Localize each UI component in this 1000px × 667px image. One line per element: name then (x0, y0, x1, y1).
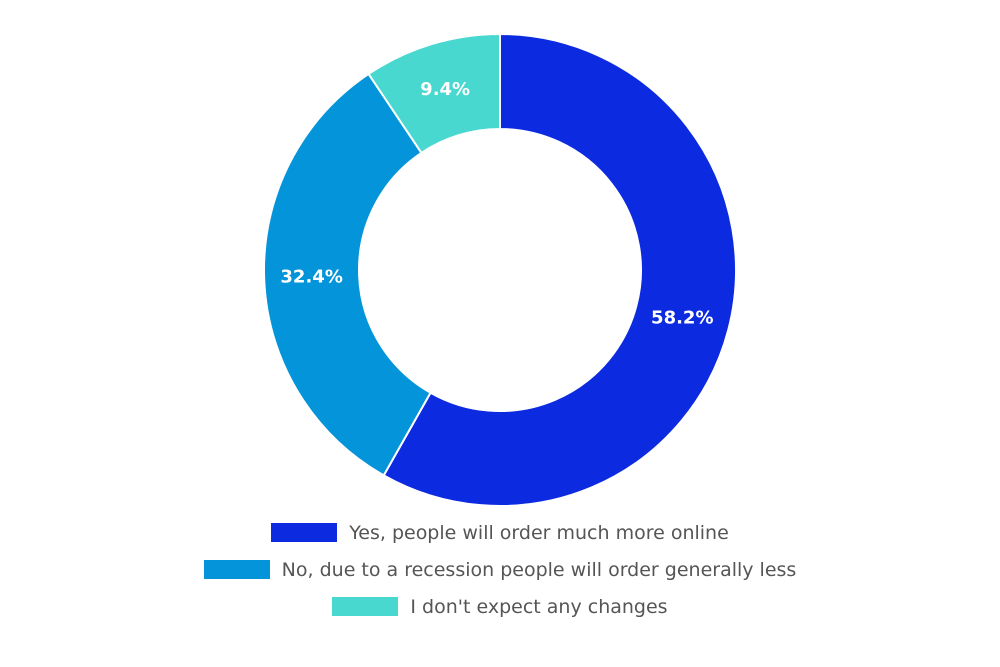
legend-label-no: No, due to a recession people will order… (281, 558, 797, 581)
legend-label-no-change: I don't expect any changes (410, 595, 668, 618)
slice-label-no-change: 9.4% (420, 79, 470, 100)
legend-swatch-no-change (332, 597, 399, 616)
slice-no (263, 72, 432, 477)
legend-item-no-change: I don't expect any changes (332, 588, 668, 625)
legend: Yes, people will order much more online … (0, 514, 1000, 625)
slice-label-yes: 58.2% (651, 308, 713, 329)
legend-swatch-no (203, 560, 270, 579)
legend-swatch-yes (271, 523, 338, 542)
slice-label-no: 32.4% (280, 267, 342, 288)
slice-no-change (367, 32, 501, 155)
legend-item-yes: Yes, people will order much more online (271, 514, 729, 551)
legend-item-no: No, due to a recession people will order… (203, 551, 797, 588)
slice-yes (382, 32, 737, 507)
legend-label-yes: Yes, people will order much more online (349, 521, 729, 544)
